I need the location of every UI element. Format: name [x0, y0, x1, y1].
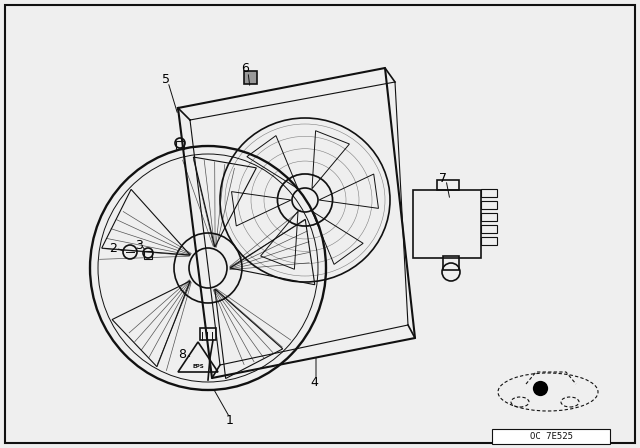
Text: OC 7E525: OC 7E525: [529, 431, 573, 440]
Text: 1: 1: [226, 414, 234, 426]
Bar: [492, 429, 610, 444]
Bar: [144, 251, 152, 259]
Bar: [437, 180, 459, 190]
Bar: [413, 190, 481, 258]
Bar: [481, 237, 497, 245]
Text: 6: 6: [241, 61, 249, 74]
Bar: [481, 213, 497, 221]
Text: 3: 3: [135, 238, 143, 251]
Text: 8: 8: [178, 348, 186, 361]
Bar: [244, 71, 257, 84]
Text: EPS: EPS: [192, 363, 204, 369]
Text: 5: 5: [162, 73, 170, 86]
Text: 2: 2: [109, 241, 117, 254]
Bar: [443, 256, 459, 270]
Text: 4: 4: [310, 375, 318, 388]
Bar: [200, 328, 216, 340]
Text: 7: 7: [439, 172, 447, 185]
Bar: [481, 201, 497, 209]
Bar: [481, 189, 497, 197]
Bar: [481, 225, 497, 233]
Bar: [176, 141, 184, 149]
